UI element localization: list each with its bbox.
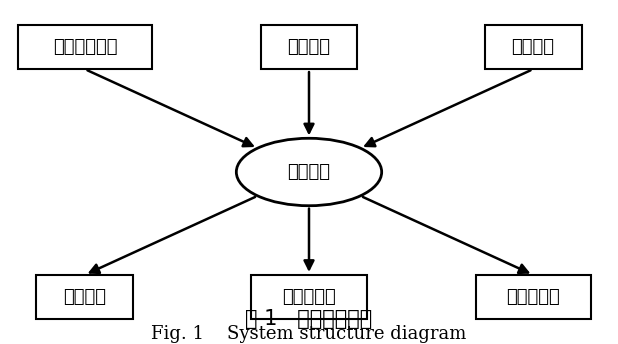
FancyBboxPatch shape	[485, 25, 582, 69]
Text: Fig. 1    System structure diagram: Fig. 1 System structure diagram	[151, 325, 467, 344]
Text: 遥控模块: 遥控模块	[512, 38, 554, 56]
Text: 数据采集模块: 数据采集模块	[53, 38, 117, 56]
FancyBboxPatch shape	[261, 25, 357, 69]
Text: 主控模块: 主控模块	[287, 163, 331, 181]
Text: 图 1   系统结构框图: 图 1 系统结构框图	[245, 309, 373, 329]
Text: 显示模块: 显示模块	[64, 288, 106, 306]
Text: 过充电模块: 过充电模块	[282, 288, 336, 306]
FancyBboxPatch shape	[252, 275, 366, 319]
Text: 光控模块: 光控模块	[287, 38, 331, 56]
Ellipse shape	[236, 138, 382, 206]
Text: 过放电模块: 过放电模块	[506, 288, 560, 306]
FancyBboxPatch shape	[476, 275, 591, 319]
FancyBboxPatch shape	[36, 275, 133, 319]
FancyBboxPatch shape	[19, 25, 151, 69]
